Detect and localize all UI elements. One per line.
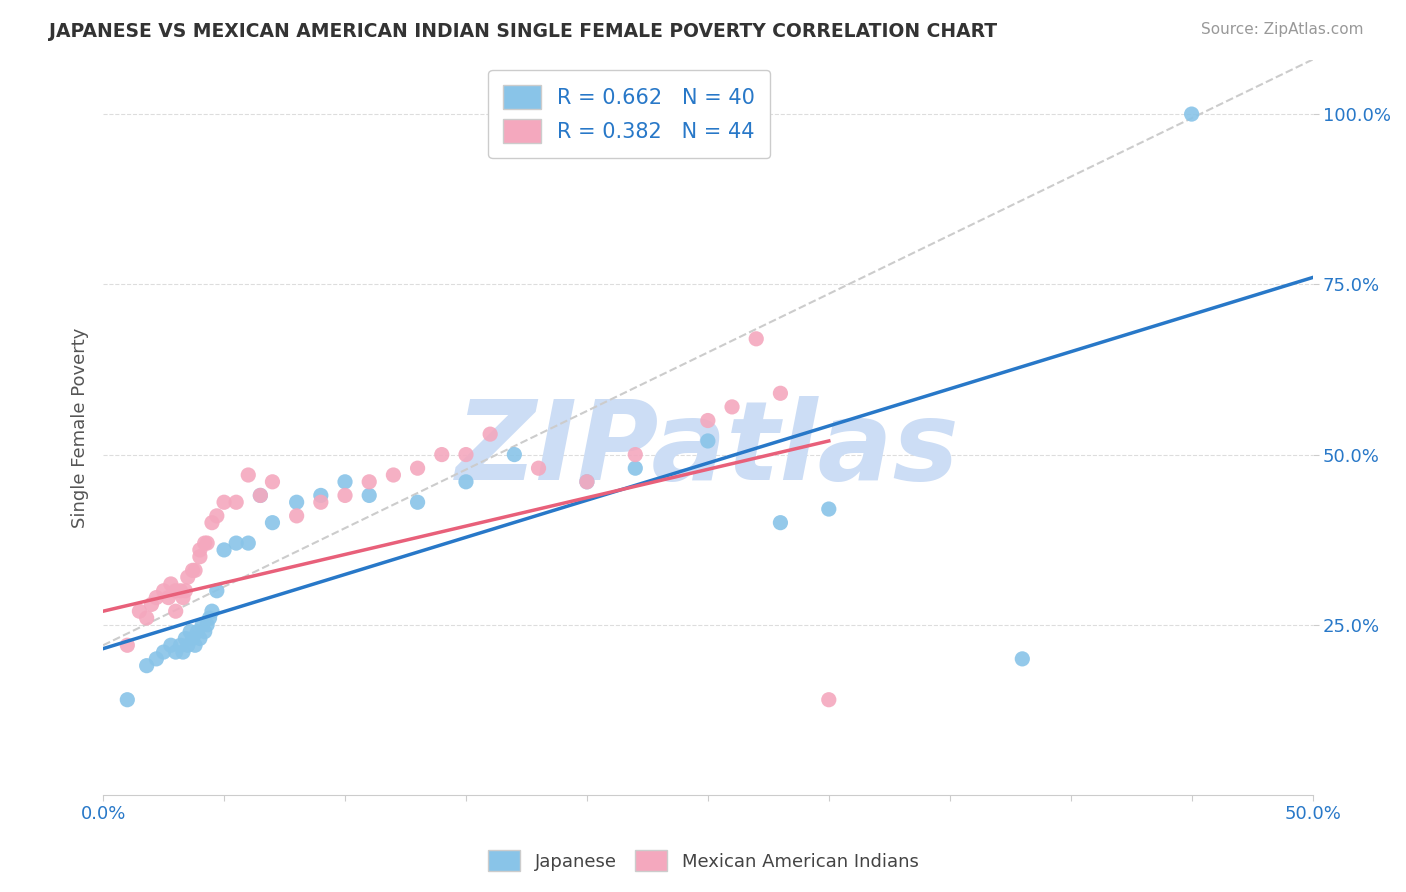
Point <box>430 448 453 462</box>
Point <box>194 624 217 639</box>
Point <box>575 475 598 489</box>
Point <box>624 448 647 462</box>
Point <box>201 516 224 530</box>
Point <box>309 495 332 509</box>
Text: ZIPatlas: ZIPatlas <box>456 396 960 503</box>
Point <box>406 461 429 475</box>
Point <box>145 652 167 666</box>
Point <box>135 611 157 625</box>
Point <box>145 591 167 605</box>
Point <box>454 448 477 462</box>
Point <box>359 488 381 502</box>
Point <box>177 570 200 584</box>
Point <box>160 577 183 591</box>
Point <box>406 495 429 509</box>
Point <box>160 638 183 652</box>
Point <box>181 632 204 646</box>
Y-axis label: Single Female Poverty: Single Female Poverty <box>72 327 89 527</box>
Point <box>165 604 187 618</box>
Point <box>135 658 157 673</box>
Point <box>503 448 526 462</box>
Point <box>165 645 187 659</box>
Point <box>309 488 332 502</box>
Point <box>195 617 218 632</box>
Point <box>172 591 194 605</box>
Point <box>165 583 187 598</box>
Point <box>212 542 235 557</box>
Point <box>117 638 139 652</box>
Point <box>194 536 217 550</box>
Legend: Japanese, Mexican American Indians: Japanese, Mexican American Indians <box>481 843 925 879</box>
Point <box>285 508 308 523</box>
Point <box>128 604 150 618</box>
Point <box>817 692 839 706</box>
Legend: R = 0.662   N = 40, R = 0.382   N = 44: R = 0.662 N = 40, R = 0.382 N = 44 <box>488 70 769 158</box>
Point <box>198 611 221 625</box>
Point <box>745 332 768 346</box>
Point <box>212 495 235 509</box>
Point <box>1011 652 1033 666</box>
Point <box>174 583 197 598</box>
Point <box>285 495 308 509</box>
Point <box>817 502 839 516</box>
Point <box>179 624 201 639</box>
Point <box>359 475 381 489</box>
Point <box>1181 107 1204 121</box>
Point <box>696 434 718 448</box>
Point <box>225 495 247 509</box>
Text: JAPANESE VS MEXICAN AMERICAN INDIAN SINGLE FEMALE POVERTY CORRELATION CHART: JAPANESE VS MEXICAN AMERICAN INDIAN SING… <box>49 22 997 41</box>
Point <box>575 475 598 489</box>
Point <box>205 508 228 523</box>
Point <box>188 542 211 557</box>
Point <box>769 386 792 401</box>
Point <box>117 692 139 706</box>
Point <box>188 549 211 564</box>
Point <box>188 632 211 646</box>
Point <box>262 516 284 530</box>
Point <box>184 563 207 577</box>
Point <box>262 475 284 489</box>
Point <box>454 475 477 489</box>
Point <box>195 536 218 550</box>
Point <box>249 488 271 502</box>
Point <box>177 638 200 652</box>
Point <box>769 516 792 530</box>
Point <box>479 427 502 442</box>
Point <box>174 632 197 646</box>
Point <box>172 645 194 659</box>
Point <box>186 624 208 639</box>
Point <box>333 475 356 489</box>
Point <box>225 536 247 550</box>
Point <box>527 461 550 475</box>
Point <box>181 563 204 577</box>
Point <box>184 638 207 652</box>
Point <box>249 488 271 502</box>
Point <box>238 536 260 550</box>
Point <box>169 638 191 652</box>
Point <box>152 645 174 659</box>
Point <box>696 413 718 427</box>
Point <box>333 488 356 502</box>
Point <box>191 617 214 632</box>
Point <box>157 591 180 605</box>
Point <box>721 400 744 414</box>
Text: Source: ZipAtlas.com: Source: ZipAtlas.com <box>1201 22 1364 37</box>
Point <box>201 604 224 618</box>
Point <box>205 583 228 598</box>
Point <box>624 461 647 475</box>
Point <box>141 598 163 612</box>
Point <box>152 583 174 598</box>
Point <box>382 468 405 483</box>
Point <box>238 468 260 483</box>
Point <box>169 583 191 598</box>
